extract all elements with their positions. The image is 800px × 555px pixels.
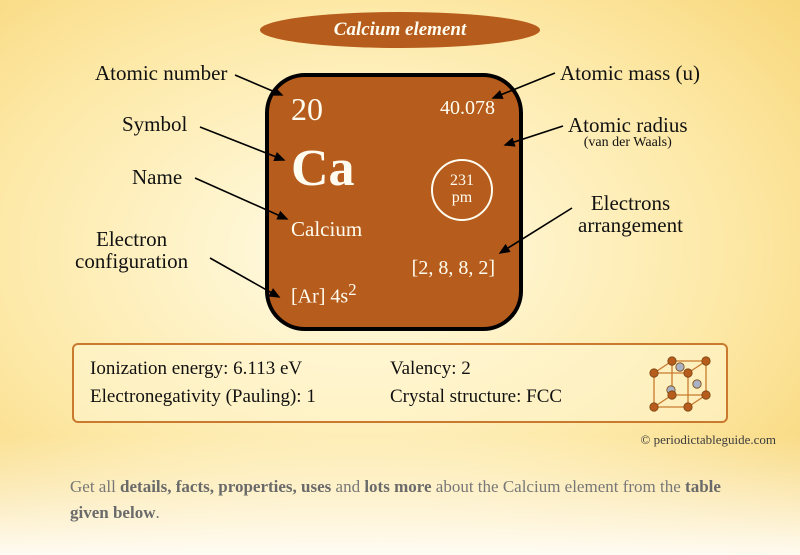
- electron-config-value: [Ar] 4s2: [291, 280, 357, 309]
- eneg-label: Electronegativity (Pauling):: [90, 386, 306, 407]
- symbol-value: Ca: [291, 139, 355, 198]
- properties-box: Ionization energy: 6.113 eV Electronegat…: [72, 343, 728, 423]
- ionization-value: 6.113 eV: [233, 358, 302, 379]
- atomic-number-value: 20: [291, 91, 323, 128]
- label-name: Name: [132, 166, 182, 188]
- label-radius: Atomic radius(van der Waals): [568, 114, 688, 151]
- ionization-label: Ionization energy:: [90, 358, 233, 379]
- label-symbol: Symbol: [122, 113, 187, 135]
- credit-text: © periodictableguide.com: [641, 432, 777, 448]
- label-econf: Electronconfiguration: [75, 228, 188, 272]
- title-text: Calcium element: [334, 19, 466, 41]
- element-tile: 20 40.078 Ca 231 pm Calcium [2, 8, 8, 2]…: [265, 73, 523, 331]
- valency-label: Valency:: [390, 358, 461, 379]
- title-pill: Calcium element: [260, 12, 540, 48]
- label-electrons: Electronsarrangement: [578, 192, 683, 236]
- eneg-value: 1: [306, 386, 316, 407]
- atomic-radius-circle: 231 pm: [431, 159, 493, 221]
- radius-unit: pm: [452, 190, 472, 207]
- valency-row: Valency: 2: [390, 358, 610, 380]
- electrons-value: [2, 8, 8, 2]: [412, 257, 495, 280]
- atomic-mass-value: 40.078: [440, 97, 495, 120]
- footer-text: Get all details, facts, properties, uses…: [70, 474, 730, 525]
- footer-post: about the Calcium element from the: [432, 477, 686, 496]
- radius-value: 231: [450, 173, 474, 190]
- crystal-label: Crystal structure:: [390, 386, 526, 407]
- label-atomic_number: Atomic number: [95, 62, 227, 84]
- footer-mid: and: [331, 477, 364, 496]
- footer-end: .: [155, 503, 159, 522]
- crystal-row: Crystal structure: FCC: [390, 386, 610, 408]
- footer-b2: lots more: [364, 477, 431, 496]
- ionization-row: Ionization energy: 6.113 eV: [90, 358, 390, 380]
- econf-prefix: [Ar] 4s: [291, 286, 348, 308]
- crystal-structure-icon: [642, 353, 714, 417]
- footer-pre: Get all: [70, 477, 120, 496]
- label-atomic_mass: Atomic mass (u): [560, 62, 700, 84]
- econf-sup: 2: [348, 280, 356, 299]
- element-name-value: Calcium: [291, 217, 362, 242]
- crystal-value: FCC: [526, 386, 562, 407]
- eneg-row: Electronegativity (Pauling): 1: [90, 386, 390, 408]
- footer-b1: details, facts, properties, uses: [120, 477, 331, 496]
- valency-value: 2: [461, 358, 471, 379]
